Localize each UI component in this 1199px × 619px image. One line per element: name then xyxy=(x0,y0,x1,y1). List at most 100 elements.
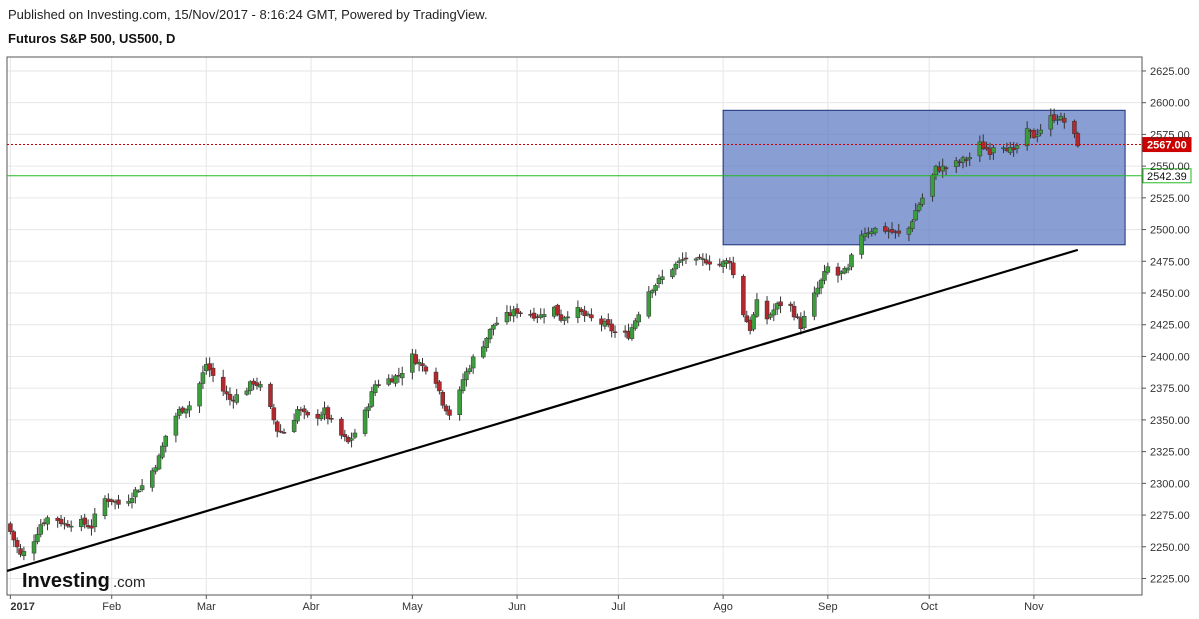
candle-body xyxy=(362,409,368,434)
candle-body xyxy=(342,434,348,438)
candle-body xyxy=(163,435,169,447)
candle-body xyxy=(271,407,277,421)
candle-body xyxy=(278,430,283,433)
x-tick-label: Oct xyxy=(921,601,938,613)
y-tick-label: 2350.00 xyxy=(1150,415,1190,427)
candle-body xyxy=(183,409,189,414)
candle-body xyxy=(670,269,675,278)
candle-body xyxy=(1038,129,1043,134)
candle-body xyxy=(920,197,925,205)
candle-body xyxy=(494,322,500,325)
candle-body xyxy=(703,259,709,264)
candle-body xyxy=(731,262,736,276)
candle-body xyxy=(268,383,273,407)
candle-body xyxy=(1072,120,1077,135)
highlight-rectangle[interactable] xyxy=(722,109,1126,246)
candle-body xyxy=(481,346,486,358)
candle-body xyxy=(393,375,398,384)
candle-body xyxy=(656,278,662,284)
candle-body xyxy=(8,523,13,532)
candle-body xyxy=(504,312,510,323)
candle-body xyxy=(244,390,250,395)
price-tag-label: 2567.00 xyxy=(1147,140,1187,152)
candle-body xyxy=(612,331,618,334)
candle-body xyxy=(21,551,27,557)
candle-body xyxy=(197,383,202,407)
candle-body xyxy=(133,489,138,498)
price-tag xyxy=(1142,168,1192,184)
candle-body xyxy=(653,285,658,291)
candle-body xyxy=(872,227,878,234)
candle-body xyxy=(491,324,496,330)
candle-body xyxy=(964,159,969,161)
trendline[interactable] xyxy=(6,248,1079,572)
candle-body xyxy=(751,314,756,330)
candle-body xyxy=(339,418,344,436)
candle-body xyxy=(14,540,20,548)
price-lines: 2567.00 2542.39 xyxy=(7,137,1192,184)
candle-body xyxy=(457,389,462,415)
candle-body xyxy=(980,141,986,149)
candle-body xyxy=(771,309,777,316)
candle-body xyxy=(200,372,206,384)
candle-body xyxy=(579,308,584,313)
logo-suffix: .com xyxy=(113,574,146,591)
candle-body xyxy=(68,525,74,528)
y-tick-label: 2300.00 xyxy=(1150,478,1190,490)
chart-title: Futuros S&P 500, US500, D xyxy=(8,31,176,46)
candle-body xyxy=(646,291,652,317)
candle-body xyxy=(720,261,726,267)
candle-body xyxy=(281,432,287,434)
investing-logo: Investing .com xyxy=(22,570,146,592)
x-tick-label: Nov xyxy=(1024,601,1044,613)
published-info: Published on Investing.com, 15/Nov/2017 … xyxy=(8,7,488,22)
candle-body xyxy=(636,314,641,323)
candle-body xyxy=(447,409,452,416)
y-tick-label: 2425.00 xyxy=(1150,320,1190,332)
candle-body xyxy=(562,317,567,321)
y-tick-label: 2275.00 xyxy=(1150,510,1190,522)
candle-body xyxy=(984,146,989,150)
candle-body xyxy=(673,263,679,270)
candle-body xyxy=(352,432,358,438)
candle-body xyxy=(58,518,64,524)
candle-body xyxy=(207,363,212,371)
candle-body xyxy=(349,438,354,441)
y-tick-label: 2450.00 xyxy=(1150,288,1190,300)
candle-body xyxy=(220,376,226,392)
candle-body xyxy=(467,368,473,372)
candle-body xyxy=(1075,133,1081,147)
candle-body xyxy=(660,276,665,280)
price-tag xyxy=(1142,137,1192,153)
candle-body xyxy=(906,227,912,235)
candle-body xyxy=(433,371,439,384)
candle-body xyxy=(697,256,702,259)
candle-body xyxy=(953,160,959,167)
candle-body xyxy=(274,421,280,432)
candle-body xyxy=(565,316,570,319)
x-tick-label: May xyxy=(402,601,423,613)
x-tick-label: Feb xyxy=(102,601,121,613)
candle-body xyxy=(318,414,324,420)
candle-body xyxy=(812,292,817,317)
candle-body xyxy=(460,379,466,392)
candle-body xyxy=(1024,128,1030,147)
y-tick-label: 2600.00 xyxy=(1150,98,1190,110)
candle-body xyxy=(291,419,297,432)
candle-body xyxy=(247,381,253,392)
y-tick-label: 2500.00 xyxy=(1150,225,1190,237)
candle-body xyxy=(116,499,121,505)
candle-body xyxy=(11,531,17,541)
candle-body xyxy=(531,312,537,319)
candle-body xyxy=(541,314,547,317)
candle-body xyxy=(649,290,655,294)
candle-body xyxy=(889,228,895,233)
candle-body xyxy=(150,470,155,488)
x-tick-label: Abr xyxy=(302,601,319,613)
candle-body xyxy=(754,299,760,317)
x-axis: 2017 Feb Mar Abr May Jun Jul Ago Sep Oct Nov xyxy=(9,595,1044,613)
candle-body xyxy=(518,312,523,315)
candle-body xyxy=(160,445,165,458)
x-tick-label: Sep xyxy=(818,601,838,613)
